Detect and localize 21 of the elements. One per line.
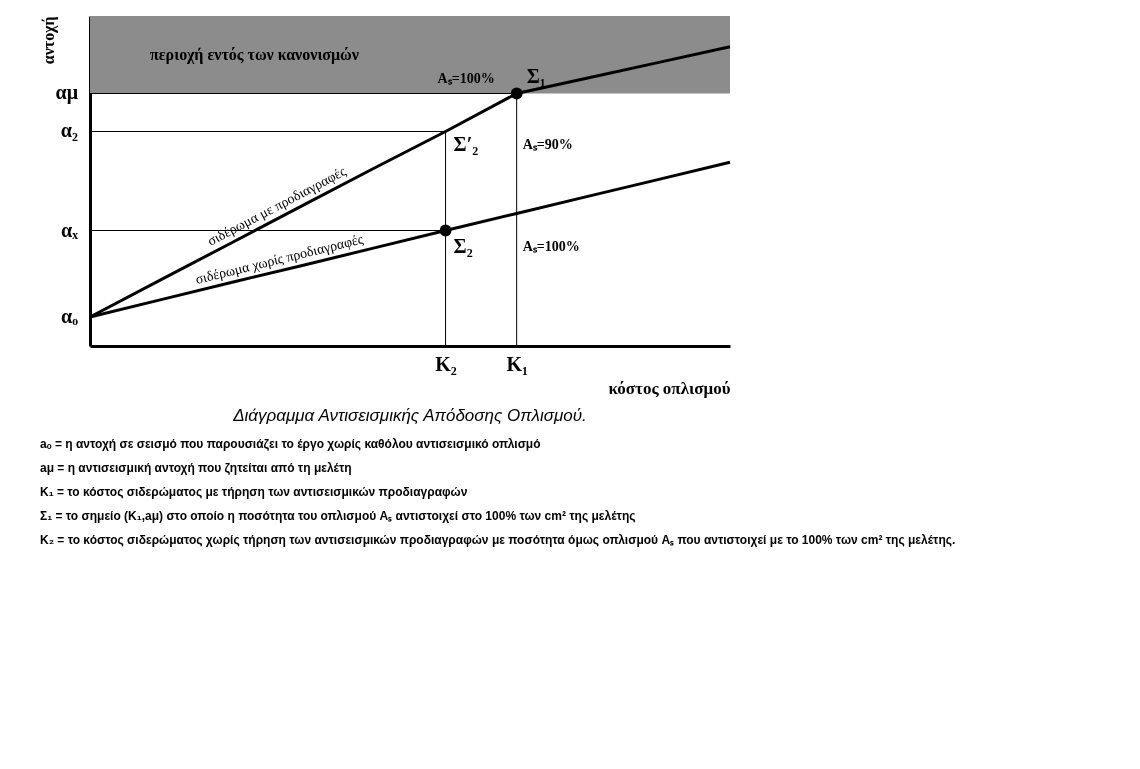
text: Διάγραμμα Αντισεισμικής Απόδοσης Οπλισμού. — [232, 406, 587, 425]
annotation: Σ′₂ — [453, 133, 479, 156]
ref-line-label: α₂ — [60, 119, 78, 142]
band-label: περιοχή εντός των κανονισμών — [150, 45, 359, 64]
ref-line-label: αμ — [55, 81, 79, 105]
x-tick-label: K₁ — [506, 352, 528, 375]
x-axis-title: κόστος οπλισμού — [608, 378, 731, 398]
text: Σ₁ = το σημείο (K₁,aμ) στο οποίο η ποσότητα του οπλισμού Aₛ αντιστοιχεί στο 100% των cm² της μελέτης — [40, 509, 636, 523]
text: αₒ — [61, 304, 79, 327]
y-axis-title: αντοχή — [39, 16, 58, 65]
text: aₒ = η αντοχή σε σεισμό που παρουσιάζει το έργο χωρίς καθόλου αντισεισμικό οπλισμό — [40, 437, 541, 451]
x-tick-label: K₂ — [435, 352, 457, 375]
annotation: Σ₂ — [453, 234, 473, 257]
ref-line-label: αₓ — [61, 218, 79, 241]
text: K₂ = το κόστος σιδερώματος χωρίς τήρηση των αντισεισμικών προδιαγραφών με ποσότητα όμως οπλισμού Aₛ που αντιστοιχεί με το 100% των cm² της μελέτης. — [40, 533, 956, 547]
annotation: Aₛ=100% — [437, 71, 495, 87]
text: aμ = η αντισεισμική αντοχή που ζητείται από τη μελέτη — [40, 461, 352, 475]
text: K₁ = το κόστος σιδερώματος με τήρηση των αντισεισμικών προδιαγραφών — [40, 485, 468, 499]
annotation: Aₛ=90% — [522, 137, 573, 153]
annotation: Aₛ=100% — [522, 238, 580, 254]
annotation: Σ₁ — [526, 65, 546, 88]
